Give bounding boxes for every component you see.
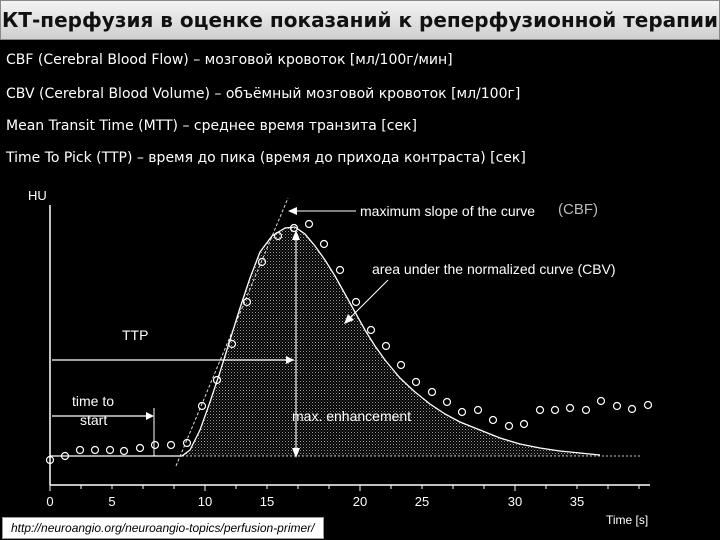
max-enhancement-arrowhead-top [292,230,300,240]
x-tick-label: 30 [508,494,522,509]
x-tick-label: 15 [260,494,274,509]
max-slope-arrowhead [288,207,297,215]
ttp-arrowhead [286,356,294,364]
area-under-curve [182,227,600,456]
x-tick-label: 25 [415,494,429,509]
x-tick-label: 10 [198,494,212,509]
source-url[interactable]: http://neuroangio.org/neuroangio-topics/… [2,517,324,539]
page-title: КТ-перфузия в оценке показаний к реперфу… [1,8,719,32]
x-axis-label: Time [s] [606,513,648,527]
x-tick-label: 5 [108,494,115,509]
time-to-start-label-line2: start [80,412,107,428]
max-slope-label: maximum slope of the curve [360,203,535,219]
perfusion-curve-diagram: 0 5 10 15 20 25 30 35 HU Time [s] [28,188,653,527]
definition-mtt: Mean Transit Time (MTT) – среднее время … [6,118,417,134]
max-enhancement-arrowhead-bottom [292,448,300,458]
ttp-label: TTP [122,327,148,343]
area-pointer [347,279,389,321]
x-tick-label: 20 [353,494,367,509]
max-slope-tangent [175,197,289,467]
time-to-start-label-line1: time to [72,393,114,409]
definition-cbf: CBF (Cerebral Blood Flow) – мозговой кро… [6,52,453,68]
area-label: area under the normalized curve (CBV) [372,261,616,277]
y-axis-label: HU [28,188,47,203]
normalized-curve [181,226,601,457]
title-bar: КТ-перфузия в оценке показаний к реперфу… [0,0,720,40]
time-to-start-arrowhead [146,412,154,420]
x-tick-label: 0 [46,494,53,509]
cbf-label: (CBF) [558,201,598,218]
definition-cbv: CBV (Cerebral Blood Volume) – объёмный м… [6,86,521,102]
ttp-label-bg [112,324,162,346]
x-tick-label: 35 [570,494,584,509]
definition-ttp: Time To Pick (TTP) – время до пика (врем… [6,150,526,166]
max-enhancement-label: max. enhancement [292,408,411,424]
x-axis-ticks [49,485,640,491]
area-arrowhead [344,314,354,324]
measured-points [45,219,653,465]
